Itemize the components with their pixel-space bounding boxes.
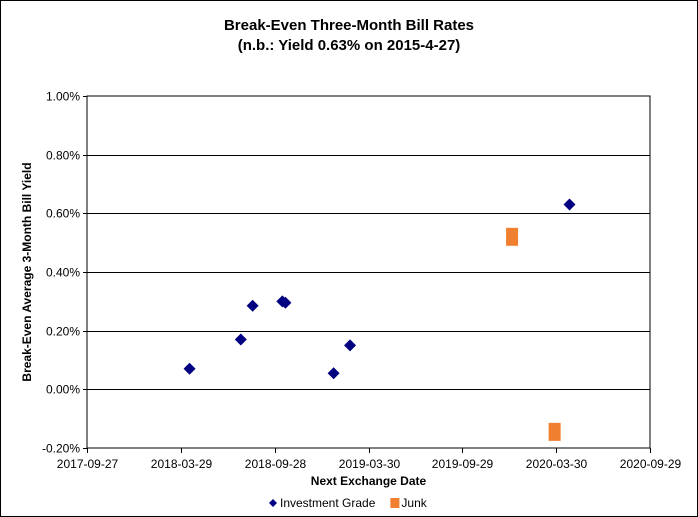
y-tick-label: 1.00% — [46, 90, 80, 104]
data-point-investment-grade — [183, 362, 196, 375]
data-point-investment-grade — [246, 299, 259, 312]
x-tick-label: 2019-03-30 — [339, 457, 401, 471]
chart-title: Break-Even Three-Month Bill Rates — [223, 17, 475, 34]
x-tick-label: 2019-09-29 — [432, 457, 494, 471]
x-tick-label: 2017-09-27 — [57, 457, 119, 471]
x-tick-label: 2020-09-29 — [620, 457, 682, 471]
legend-marker-junk — [390, 498, 400, 508]
data-point-investment-grade — [563, 198, 576, 211]
y-tick-label: 0.20% — [46, 325, 80, 339]
legend-marker-investment-grade — [269, 499, 277, 507]
data-point-investment-grade — [279, 296, 292, 309]
data-point-investment-grade — [327, 367, 340, 380]
x-tick-label: 2018-09-28 — [245, 457, 307, 471]
data-point-investment-grade — [344, 339, 357, 352]
x-tick-label: 2020-03-30 — [526, 457, 588, 471]
y-tick-label: 0.60% — [46, 207, 80, 221]
data-point-junk — [548, 422, 561, 441]
data-point-investment-grade — [234, 333, 247, 346]
y-tick-label: -0.20% — [42, 442, 80, 456]
y-tick-label: 0.40% — [46, 266, 80, 280]
legend-label-investment-grade: Investment Grade — [280, 496, 376, 510]
y-axis-title: Break-Even Average 3-Month Bill Yield — [20, 162, 34, 381]
x-axis-title: Next Exchange Date — [311, 474, 427, 488]
x-tick-label: 2018-03-29 — [151, 457, 213, 471]
data-point-junk — [506, 227, 519, 246]
y-tick-label: 0.00% — [46, 383, 80, 397]
chart-subtitle: (n.b.: Yield 0.63% on 2015-4-27) — [237, 37, 461, 54]
y-tick-label: 0.80% — [46, 149, 80, 163]
legend-label-junk: Junk — [401, 496, 427, 510]
